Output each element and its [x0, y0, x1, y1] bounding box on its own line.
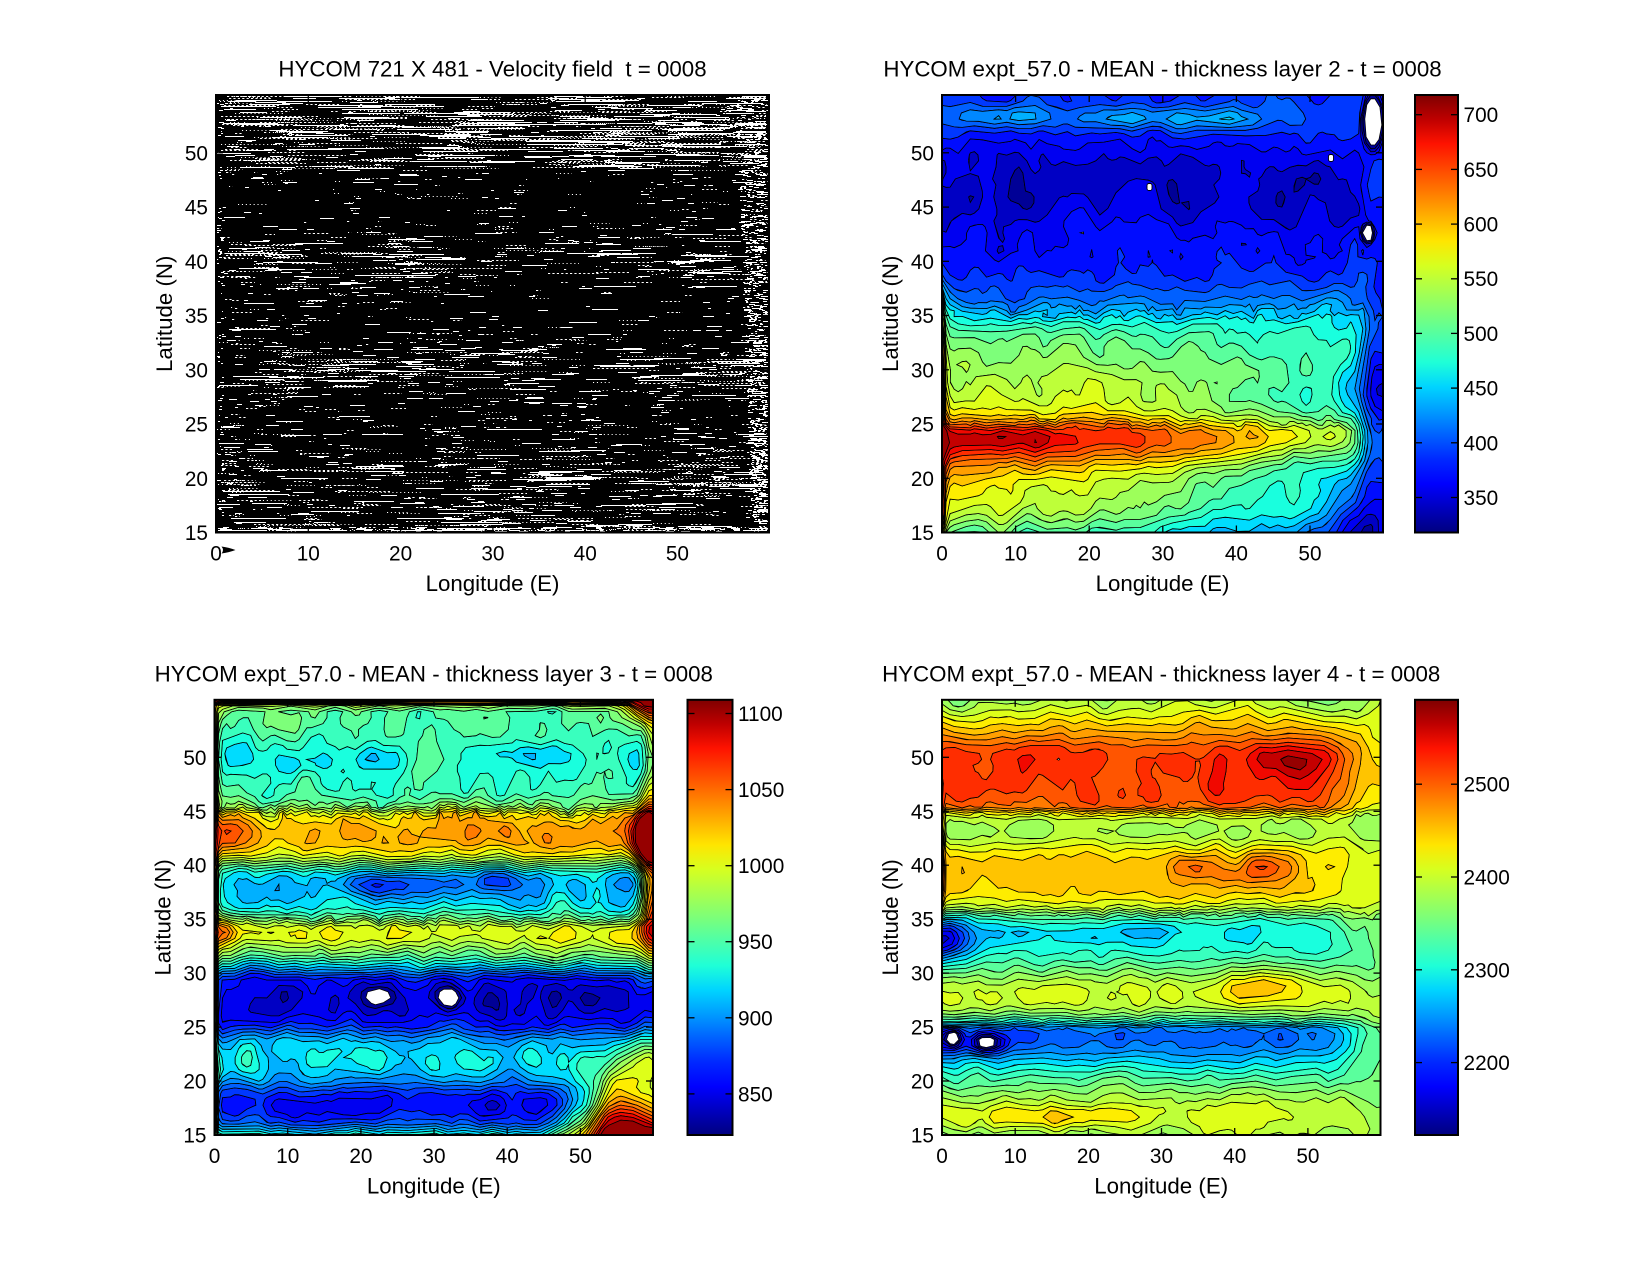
- svg-text:50: 50: [569, 1145, 592, 1168]
- svg-text:Longitude (E): Longitude (E): [426, 571, 560, 596]
- svg-text:35: 35: [911, 909, 934, 932]
- svg-text:40: 40: [1225, 543, 1248, 566]
- svg-text:35: 35: [185, 305, 208, 328]
- svg-text:2400: 2400: [1464, 867, 1510, 890]
- svg-text:20: 20: [185, 468, 208, 491]
- svg-text:30: 30: [481, 543, 504, 566]
- svg-text:30: 30: [911, 359, 934, 382]
- svg-text:850: 850: [738, 1083, 773, 1106]
- svg-text:30: 30: [911, 963, 934, 986]
- svg-text:0: 0: [210, 543, 222, 566]
- svg-text:20: 20: [911, 468, 934, 491]
- svg-text:2200: 2200: [1464, 1052, 1510, 1075]
- svg-text:30: 30: [1150, 1145, 1173, 1168]
- svg-text:950: 950: [738, 931, 773, 954]
- svg-text:50: 50: [1296, 1145, 1319, 1168]
- svg-text:50: 50: [911, 747, 934, 770]
- svg-text:1100: 1100: [738, 703, 783, 726]
- svg-text:700: 700: [1464, 104, 1499, 127]
- svg-text:0: 0: [936, 1145, 948, 1168]
- svg-text:10: 10: [276, 1145, 299, 1168]
- svg-text:40: 40: [496, 1145, 519, 1168]
- svg-text:450: 450: [1464, 378, 1499, 401]
- svg-text:20: 20: [183, 1071, 206, 1094]
- svg-text:40: 40: [574, 543, 597, 566]
- svg-text:25: 25: [911, 1017, 934, 1040]
- svg-text:50: 50: [1298, 543, 1321, 566]
- svg-text:Longitude (E): Longitude (E): [1094, 1174, 1228, 1199]
- svg-text:15: 15: [185, 522, 208, 545]
- svg-text:30: 30: [185, 359, 208, 382]
- svg-text:35: 35: [183, 909, 206, 932]
- svg-text:45: 45: [911, 801, 934, 824]
- svg-text:0: 0: [936, 543, 948, 566]
- svg-text:50: 50: [183, 747, 206, 770]
- svg-text:20: 20: [911, 1071, 934, 1094]
- svg-text:Latitude (N): Latitude (N): [878, 859, 903, 976]
- svg-text:40: 40: [911, 855, 934, 878]
- svg-text:30: 30: [183, 963, 206, 986]
- svg-text:15: 15: [183, 1125, 206, 1148]
- svg-text:Latitude (N): Latitude (N): [152, 256, 177, 373]
- svg-text:20: 20: [1077, 1145, 1100, 1168]
- svg-text:0: 0: [209, 1145, 221, 1168]
- svg-text:Latitude (N): Latitude (N): [878, 256, 903, 373]
- svg-text:1050: 1050: [738, 779, 784, 802]
- svg-text:20: 20: [349, 1145, 372, 1168]
- svg-text:50: 50: [185, 142, 208, 165]
- svg-text:35: 35: [911, 305, 934, 328]
- svg-text:Longitude (E): Longitude (E): [1096, 571, 1230, 596]
- svg-text:40: 40: [183, 855, 206, 878]
- svg-text:25: 25: [185, 414, 208, 437]
- svg-text:400: 400: [1464, 432, 1499, 455]
- svg-text:Latitude (N): Latitude (N): [151, 859, 176, 976]
- svg-text:HYCOM 721 X 481 - Velocity fie: HYCOM 721 X 481 - Velocity field t = 000…: [278, 57, 706, 82]
- svg-text:40: 40: [185, 251, 208, 274]
- svg-text:10: 10: [297, 543, 320, 566]
- svg-text:350: 350: [1464, 487, 1499, 510]
- svg-text:25: 25: [183, 1017, 206, 1040]
- svg-text:45: 45: [183, 801, 206, 824]
- svg-text:10: 10: [1004, 543, 1027, 566]
- svg-text:900: 900: [738, 1007, 773, 1030]
- svg-text:40: 40: [1223, 1145, 1246, 1168]
- svg-text:45: 45: [911, 197, 934, 220]
- svg-text:HYCOM expt_57.0 - MEAN - thick: HYCOM expt_57.0 - MEAN - thickness layer…: [882, 661, 1440, 686]
- svg-text:45: 45: [185, 197, 208, 220]
- svg-text:550: 550: [1464, 268, 1499, 291]
- svg-text:50: 50: [666, 543, 689, 566]
- svg-text:15: 15: [911, 1125, 934, 1148]
- svg-text:50: 50: [911, 142, 934, 165]
- svg-text:HYCOM expt_57.0 - MEAN - thick: HYCOM expt_57.0 - MEAN - thickness layer…: [155, 661, 713, 686]
- svg-text:30: 30: [1151, 543, 1174, 566]
- svg-text:500: 500: [1464, 323, 1499, 346]
- svg-text:1000: 1000: [738, 855, 784, 878]
- svg-text:HYCOM expt_57.0 - MEAN - thick: HYCOM expt_57.0 - MEAN - thickness layer…: [883, 57, 1441, 82]
- svg-text:20: 20: [1078, 543, 1101, 566]
- svg-text:25: 25: [911, 414, 934, 437]
- svg-text:Longitude (E): Longitude (E): [367, 1174, 501, 1199]
- svg-text:15: 15: [911, 522, 934, 545]
- svg-text:650: 650: [1464, 159, 1499, 182]
- svg-text:10: 10: [1004, 1145, 1027, 1168]
- svg-text:20: 20: [389, 543, 412, 566]
- svg-text:30: 30: [422, 1145, 445, 1168]
- svg-text:600: 600: [1464, 214, 1499, 237]
- svg-text:40: 40: [911, 251, 934, 274]
- svg-text:2300: 2300: [1464, 959, 1510, 982]
- svg-text:2500: 2500: [1464, 774, 1510, 797]
